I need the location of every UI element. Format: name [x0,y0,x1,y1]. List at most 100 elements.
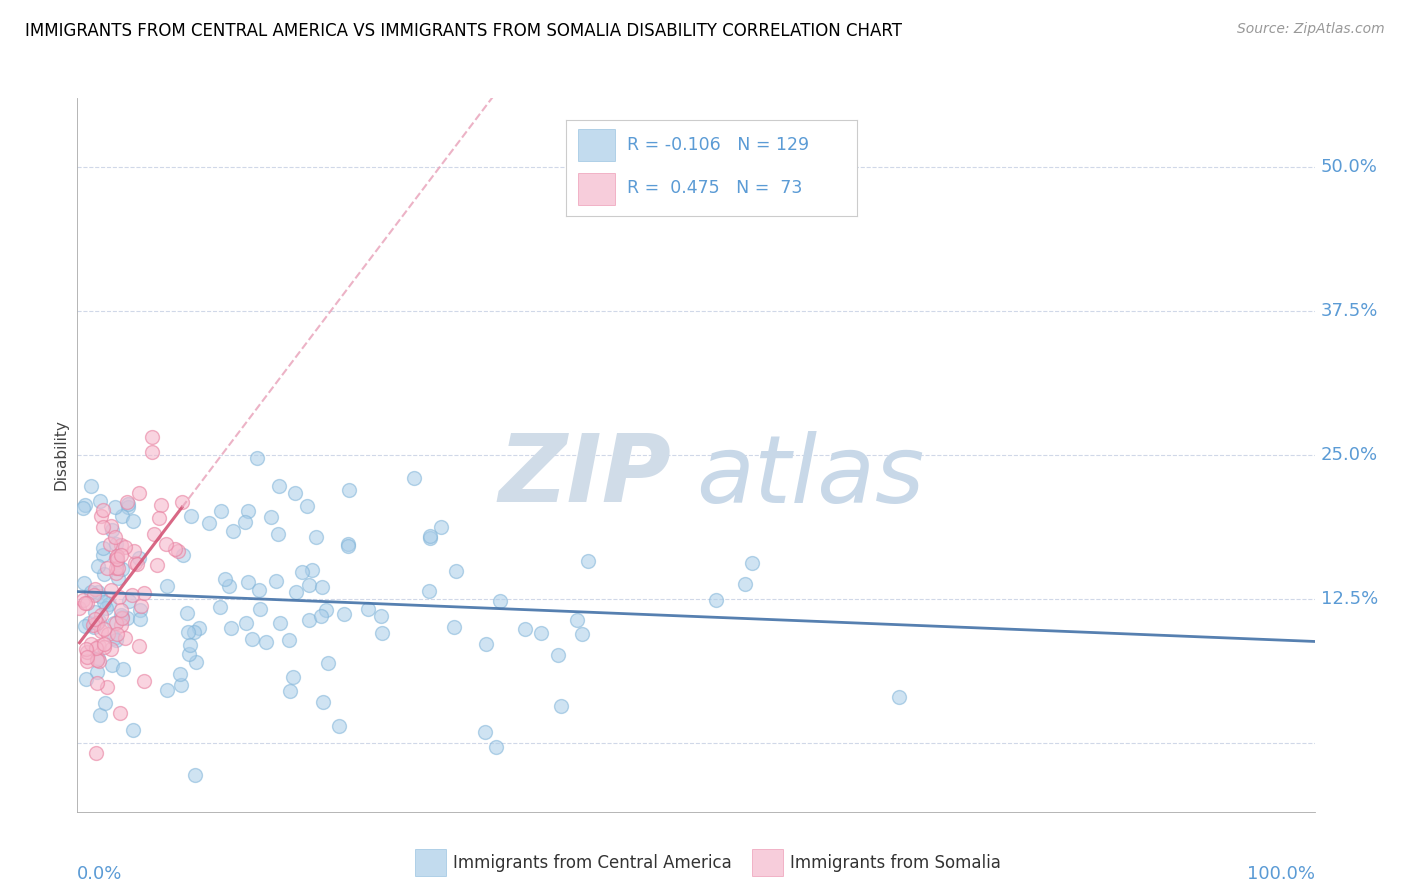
Point [179,639,201,653]
Point [235,515,257,529]
Point [107,561,129,575]
Point [176,606,198,620]
Point [110,617,132,632]
Point [170,494,193,508]
Point [734,577,756,591]
Point [430,520,453,534]
Point [567,613,589,627]
Point [741,556,763,570]
Point [89,494,111,508]
Point [83,605,105,619]
Point [155,579,177,593]
Point [165,541,187,556]
Point [301,563,323,577]
Point [474,637,496,651]
Point [443,620,465,634]
Point [184,767,207,781]
Point [169,667,191,681]
Point [83,619,105,633]
Point [235,615,257,630]
Point [94,696,117,710]
Point [236,504,259,518]
Point [111,611,134,625]
Point [371,625,394,640]
Point [328,719,350,733]
Point [576,554,599,568]
Point [84,746,107,760]
Point [104,530,127,544]
Point [240,632,263,646]
Point [148,511,170,525]
Point [269,616,291,631]
Point [110,538,132,552]
Text: Immigrants from Central America: Immigrants from Central America [453,854,731,871]
Point [281,670,304,684]
Point [260,509,283,524]
Point [111,562,134,576]
Point [489,594,512,608]
Point [121,588,143,602]
Point [316,656,339,670]
Point [249,602,271,616]
Point [105,549,128,563]
Point [254,634,277,648]
Point [105,551,128,566]
Point [186,655,208,669]
Point [141,444,163,458]
Point [298,613,321,627]
Point [284,486,307,500]
Point [128,486,150,500]
Y-axis label: Disability: Disability [53,419,69,491]
Point [80,478,103,492]
Point [97,627,120,641]
Point [246,450,269,465]
Point [887,690,910,704]
Point [76,654,98,668]
Point [336,539,359,553]
Point [86,615,108,630]
Point [87,585,110,599]
Text: 100.0%: 100.0% [1247,865,1315,883]
Point [73,596,96,610]
Point [278,684,301,698]
Point [370,609,392,624]
Point [177,624,200,639]
Point [150,498,173,512]
Point [111,610,134,624]
Point [179,647,201,661]
Point [98,537,121,551]
Point [485,739,508,754]
Point [214,573,236,587]
Point [83,589,105,603]
Point [76,645,98,659]
Point [247,582,270,597]
Point [117,497,139,511]
Text: Immigrants from Somalia: Immigrants from Somalia [790,854,1001,871]
Point [72,576,94,591]
Point [100,642,122,657]
Point [84,582,107,597]
Point [170,678,193,692]
Point [105,616,128,631]
Point [100,518,122,533]
Point [94,601,117,615]
Point [103,631,125,645]
Point [77,615,100,630]
Point [87,654,110,668]
Point [93,637,115,651]
Point [79,637,101,651]
Point [101,523,124,537]
Point [155,537,177,551]
Point [291,565,314,579]
Point [128,612,150,626]
Point [75,641,97,656]
Point [145,558,167,573]
Point [198,516,221,530]
Point [269,479,291,493]
Point [134,674,156,689]
Point [107,571,129,585]
Point [110,602,132,616]
Point [402,471,425,485]
Text: 37.5%: 37.5% [1320,302,1378,320]
Point [474,725,496,739]
